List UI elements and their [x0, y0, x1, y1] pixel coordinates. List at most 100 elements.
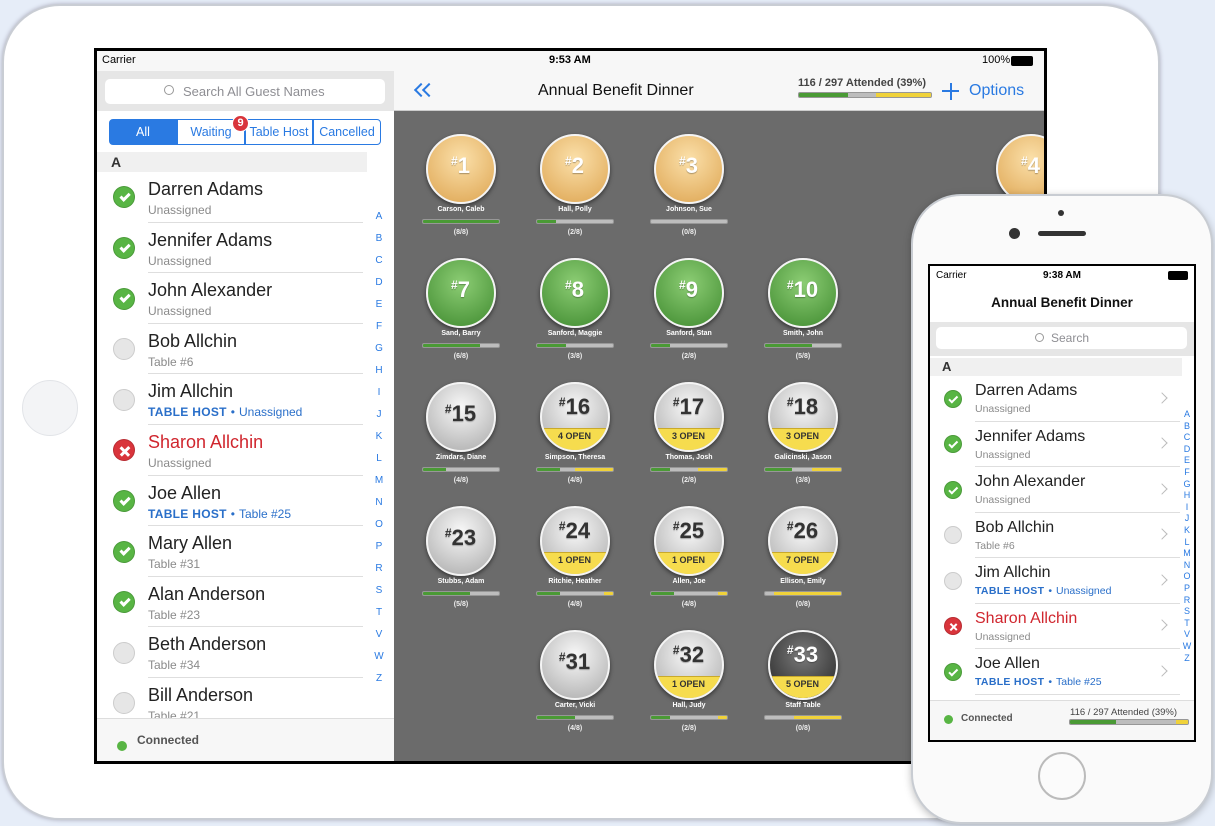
index-letter[interactable]: W — [374, 651, 384, 662]
table-prefix: # — [672, 643, 680, 657]
table[interactable]: #9 — [654, 258, 724, 328]
index-letter[interactable]: K — [1183, 525, 1190, 535]
guest-name[interactable]: Bob Allchin — [148, 330, 238, 351]
guest-name[interactable]: Darren Adams — [975, 382, 1078, 399]
index-letter[interactable]: C — [375, 255, 383, 266]
index-letter[interactable]: S — [1183, 606, 1190, 617]
index-letter[interactable]: I — [377, 387, 381, 398]
guest-name[interactable]: Sharon Allchin — [148, 432, 264, 452]
table[interactable]: #7 — [426, 258, 496, 328]
table[interactable]: #26 7 OPEN — [768, 506, 838, 576]
index-letter[interactable]: S — [375, 585, 383, 596]
open-seats: 3 OPEN — [770, 428, 835, 450]
table[interactable]: #17 3 OPEN — [654, 382, 724, 452]
filter-tab[interactable]: All — [109, 119, 177, 145]
guest-name[interactable]: Jim Allchin — [148, 381, 234, 402]
table[interactable]: #33 5 OPEN — [768, 630, 838, 700]
index-letter[interactable]: V — [375, 629, 383, 640]
index-letter[interactable]: N — [375, 497, 383, 508]
table[interactable]: #32 1 OPEN — [654, 630, 724, 700]
index-letter[interactable]: B — [375, 233, 383, 244]
filter-tab[interactable]: Table Host — [245, 119, 313, 145]
guest-detail: Unassigned — [975, 403, 1031, 415]
guest-name[interactable]: Mary Allen — [148, 533, 233, 554]
index-letter[interactable]: T — [1184, 617, 1190, 628]
table[interactable]: #31 — [540, 630, 610, 700]
index-letter[interactable]: E — [1183, 455, 1190, 466]
guest-name[interactable]: Joe Allen — [148, 482, 222, 503]
index-letter[interactable]: M — [374, 475, 384, 486]
iphone-home-button[interactable] — [1038, 752, 1086, 800]
index-letter[interactable]: V — [1183, 629, 1190, 640]
index-letter[interactable]: L — [376, 453, 382, 464]
search-placeholder[interactable]: Search — [1051, 331, 1090, 345]
guest-name[interactable]: Beth Anderson — [148, 634, 267, 655]
table[interactable]: #1 — [426, 134, 496, 204]
ipad-home-button[interactable] — [22, 380, 78, 436]
index-letter[interactable]: D — [1183, 443, 1191, 454]
table[interactable]: #2 — [540, 134, 610, 204]
index-letter[interactable]: F — [375, 321, 383, 332]
index-letter[interactable]: R — [375, 563, 383, 574]
index-letter[interactable]: K — [375, 431, 383, 442]
index-letter[interactable]: Z — [1184, 652, 1190, 663]
options-button[interactable]: Options — [969, 82, 1025, 99]
index-letter[interactable]: Z — [375, 673, 383, 684]
table[interactable]: #25 1 OPEN — [654, 506, 724, 576]
index-letter[interactable]: E — [375, 299, 383, 310]
index-letter[interactable]: O — [375, 519, 383, 530]
index-letter[interactable]: G — [1183, 478, 1191, 489]
table[interactable]: #24 1 OPEN — [540, 506, 610, 576]
guest-name[interactable]: John Alexander — [148, 280, 273, 301]
guest-name[interactable]: Alan Anderson — [148, 583, 266, 604]
table-count: (0/8) — [795, 601, 811, 608]
table[interactable]: #4 — [996, 134, 1044, 204]
clock: 9:38 AM — [1043, 270, 1081, 281]
index-letter[interactable]: I — [1185, 501, 1189, 512]
table[interactable]: #23 — [426, 506, 496, 576]
index-letter[interactable]: F — [1184, 467, 1190, 477]
table[interactable]: #15 — [426, 382, 496, 452]
guest-name[interactable]: Jennifer Adams — [975, 427, 1086, 445]
index-letter[interactable]: O — [1183, 571, 1191, 582]
guest-name[interactable]: Sharon Allchin — [975, 609, 1078, 627]
index-letter[interactable]: L — [1184, 536, 1190, 547]
table-host-name: Stubbs, Adam — [437, 578, 485, 585]
index-letter[interactable]: A — [375, 211, 383, 222]
filter-tab[interactable]: Cancelled — [313, 119, 381, 145]
guest-table: Table #25 — [238, 506, 292, 521]
index-letter[interactable]: H — [375, 365, 383, 376]
guest-name[interactable]: Jennifer Adams — [148, 229, 273, 250]
table[interactable]: #10 — [768, 258, 838, 328]
index-letter[interactable]: W — [1182, 641, 1192, 651]
guest-name[interactable]: Bob Allchin — [975, 518, 1055, 536]
guest-name[interactable]: Bill Anderson — [148, 685, 254, 705]
index-letter[interactable]: J — [1184, 513, 1190, 524]
index-letter[interactable]: B — [1183, 420, 1190, 431]
guest-detail: TABLE HOST • Table #25 — [975, 676, 1102, 688]
progress-bar — [764, 591, 842, 596]
table[interactable]: #16 4 OPEN — [540, 382, 610, 452]
index-letter[interactable]: C — [1183, 432, 1191, 443]
index-letter[interactable]: R — [1183, 594, 1191, 605]
index-letter[interactable]: M — [1183, 548, 1191, 559]
index-letter[interactable]: D — [375, 277, 383, 288]
guest-name[interactable]: John Alexander — [975, 473, 1086, 490]
guest-name[interactable]: Darren Adams — [148, 179, 264, 199]
index-letter[interactable]: G — [375, 343, 383, 354]
index-letter[interactable]: P — [1183, 583, 1190, 593]
index-letter[interactable]: N — [1183, 559, 1191, 570]
index-letter[interactable]: T — [375, 607, 383, 618]
table[interactable]: #18 3 OPEN — [768, 382, 838, 452]
search-placeholder[interactable]: Search All Guest Names — [183, 84, 325, 99]
index-letter[interactable]: H — [1183, 490, 1191, 501]
index-letter[interactable]: A — [1183, 409, 1190, 419]
status-icon — [113, 489, 135, 512]
index-letter[interactable]: P — [375, 541, 383, 552]
table[interactable]: #3 — [654, 134, 724, 204]
index-letter[interactable]: J — [376, 409, 382, 420]
guest-name[interactable]: Joe Allen — [975, 655, 1040, 672]
guest-name[interactable]: Jim Allchin — [975, 564, 1051, 581]
table-number-text: 2 — [571, 153, 584, 178]
table[interactable]: #8 — [540, 258, 610, 328]
